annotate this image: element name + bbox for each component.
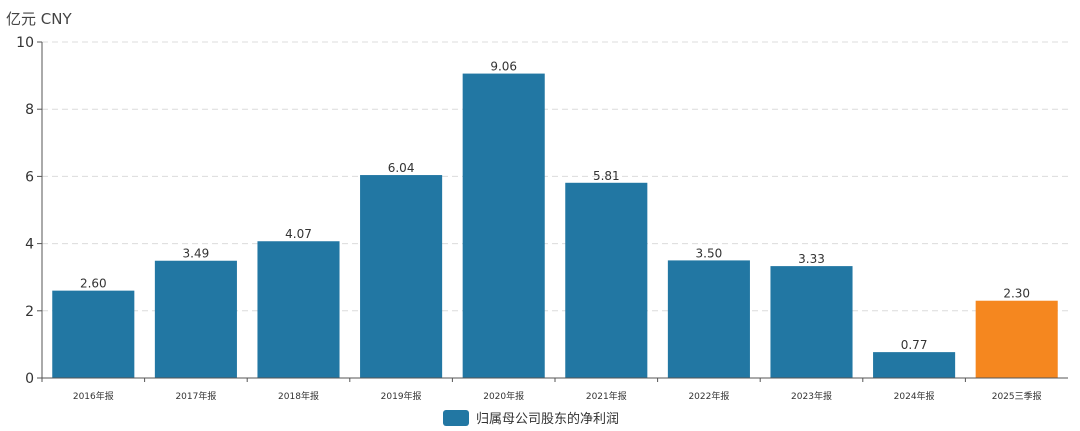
- x-tick-label: 2017年报: [175, 390, 216, 402]
- data-label: 9.06: [490, 60, 517, 74]
- y-tick-label: 6: [25, 169, 34, 185]
- y-tick-label: 10: [16, 35, 34, 51]
- x-tick-label: 2021年报: [586, 390, 627, 402]
- x-tick-label: 2019年报: [381, 390, 422, 402]
- grid-lines: [42, 41, 1068, 312]
- y-axis-ticks: 0 2 4 6 8 10: [16, 35, 42, 387]
- data-label: 6.04: [388, 161, 415, 175]
- bar[interactable]: [52, 290, 135, 378]
- bar[interactable]: [462, 73, 545, 379]
- data-label: 3.49: [183, 247, 210, 261]
- x-tick-label: 2025三季报: [992, 390, 1042, 402]
- bar[interactable]: [667, 260, 750, 378]
- bar[interactable]: [873, 352, 956, 378]
- bar[interactable]: [360, 175, 443, 378]
- data-label: 5.81: [593, 169, 620, 183]
- y-tick-label: 8: [25, 102, 34, 118]
- data-label: 2.60: [80, 277, 107, 291]
- bar[interactable]: [257, 241, 340, 378]
- x-tick-label: 2020年报: [483, 390, 524, 402]
- bar[interactable]: [975, 300, 1058, 378]
- x-axis-ticks: 2016年报 2017年报 2018年报 2019年报 2020年报 2021年报 2022…: [41, 378, 1042, 402]
- data-label: 2.30: [1003, 287, 1030, 301]
- legend[interactable]: 归属母公司股东的净利润: [443, 410, 619, 427]
- x-tick-label: 2016年报: [73, 390, 114, 402]
- bar[interactable]: [154, 260, 237, 378]
- x-tick-label: 2022年报: [688, 390, 729, 402]
- y-tick-label: 2: [25, 304, 34, 320]
- data-label: 0.77: [901, 338, 928, 352]
- y-tick-label: 0: [25, 371, 34, 387]
- data-label: 4.07: [285, 227, 312, 241]
- y-axis-unit-label: 亿元 CNY: [6, 10, 72, 28]
- legend-swatch[interactable]: [443, 410, 469, 426]
- data-label: 3.33: [798, 252, 825, 266]
- legend-label[interactable]: 归属母公司股东的净利润: [476, 411, 619, 427]
- x-tick-label: 2018年报: [278, 390, 319, 402]
- data-labels: 2.60 3.49 4.07 6.04 9.06 5.81 3.50 3.33 0.77 2.30: [80, 60, 1030, 353]
- data-label: 3.50: [696, 246, 723, 260]
- bars: [52, 73, 1058, 379]
- y-tick-label: 4: [25, 237, 34, 253]
- x-tick-label: 2023年报: [791, 390, 832, 402]
- bar[interactable]: [565, 182, 648, 378]
- x-tick-label: 2024年报: [894, 390, 935, 402]
- bar[interactable]: [770, 266, 853, 378]
